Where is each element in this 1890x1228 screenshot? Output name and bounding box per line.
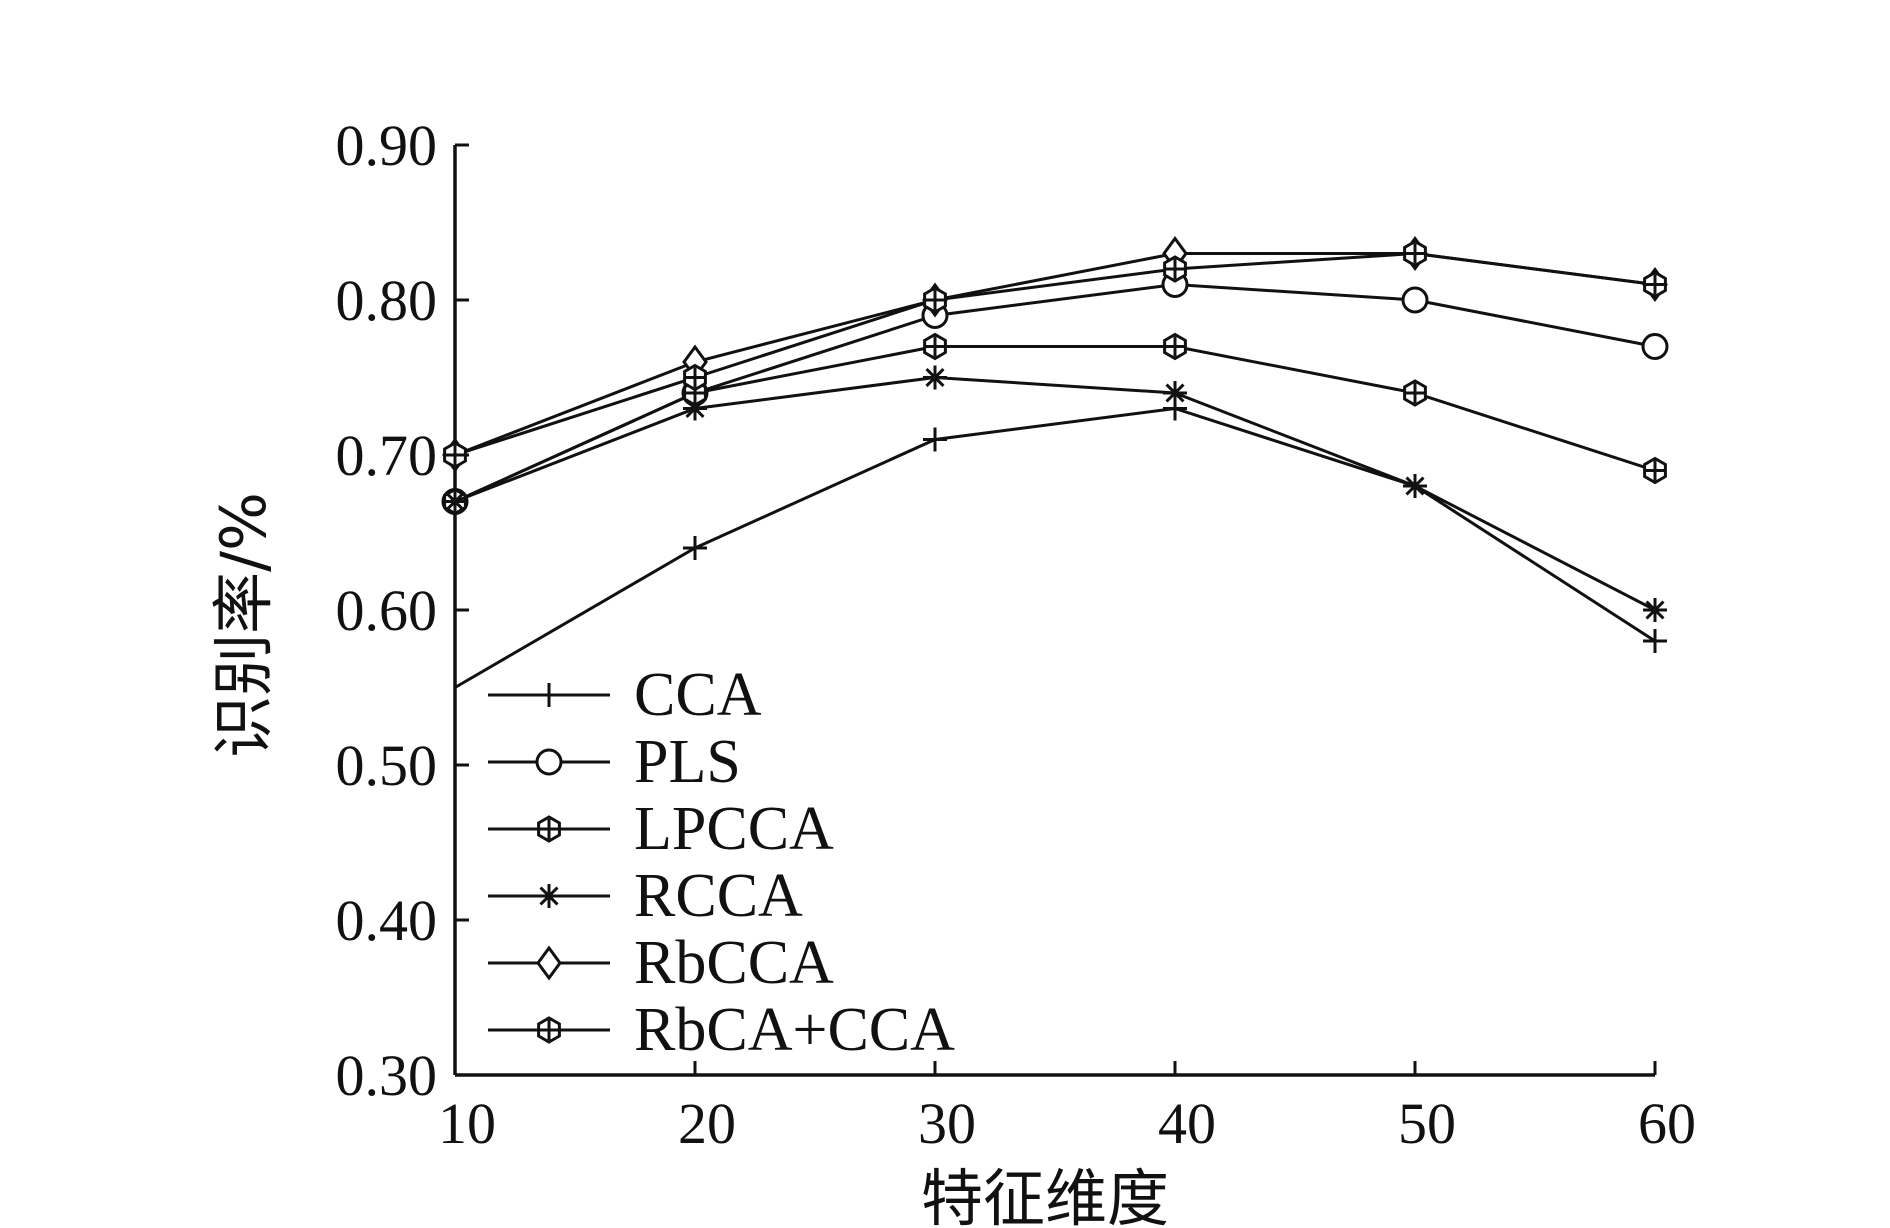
hexagon-plus-marker (923, 332, 947, 361)
x-tick-label: 30 (918, 1091, 976, 1156)
asterisk-marker (537, 884, 561, 908)
diamond-marker (536, 945, 562, 981)
y-tick-label: 0.90 (336, 113, 438, 178)
asterisk-marker-stroke (445, 491, 465, 512)
asterisk-marker (1643, 598, 1667, 622)
legend-item: RbCCA (488, 929, 834, 997)
y-tick-label: 0.30 (336, 1043, 438, 1108)
asterisk-marker (1163, 381, 1187, 405)
y-tick-label: 0.70 (336, 423, 438, 488)
legend-label: RCCA (634, 862, 803, 930)
legend-item: RCCA (488, 862, 803, 930)
hexagon-plus-marker (1403, 379, 1427, 407)
legend-label: PLS (634, 728, 741, 796)
series-rbca-cca (443, 239, 1667, 469)
hexagon-plus-marker (1403, 239, 1427, 268)
x-tick-label: 40 (1158, 1091, 1216, 1156)
hexagon-plus-marker (537, 815, 561, 843)
hexagon-plus-marker (443, 441, 467, 469)
circle-marker-shape (1641, 333, 1669, 360)
series-line (454, 345, 1656, 503)
plus-marker (1643, 629, 1667, 653)
legend-label: RbCCA (634, 929, 834, 997)
x-axis-title: 特征维度 (921, 1162, 1169, 1228)
asterisk-marker-stroke (1405, 476, 1425, 496)
y-axis-title: 识别率/% (207, 492, 280, 758)
x-tick-label: 60 (1638, 1091, 1696, 1156)
legend-label: LPCCA (634, 795, 834, 863)
legend-label: CCA (634, 661, 762, 729)
asterisk-marker (923, 365, 947, 390)
x-tick-label: 20 (678, 1091, 736, 1156)
hexagon-plus-marker (1643, 456, 1667, 485)
y-tick-label: 0.80 (336, 268, 438, 333)
hexagon-plus-marker (923, 286, 947, 314)
asterisk-marker-stroke (1165, 383, 1185, 403)
y-tick-label: 0.50 (336, 733, 438, 798)
legend-label: RbCA+CCA (634, 996, 955, 1064)
plus-marker (683, 536, 707, 560)
hexagon-plus-marker (537, 1016, 561, 1044)
legend-item: CCA (488, 661, 762, 729)
circle-marker (1641, 333, 1669, 360)
y-tick-label: 0.40 (336, 888, 438, 953)
series (441, 235, 1669, 689)
plus-marker (923, 427, 947, 452)
legend-item: RbCA+CCA (488, 996, 955, 1064)
series-line (454, 375, 1656, 612)
legend-item: PLS (488, 728, 741, 796)
asterisk-marker-stroke (1645, 600, 1665, 620)
circle-marker (535, 748, 563, 776)
x-tick-label: 10 (438, 1091, 496, 1156)
x-tick-label: 50 (1398, 1091, 1456, 1156)
asterisk-marker (683, 396, 707, 421)
series-pls (441, 271, 1669, 515)
series-line (454, 406, 1656, 689)
hexagon-plus-marker (683, 363, 707, 392)
asterisk-marker-stroke (925, 367, 945, 388)
series-line (454, 251, 1656, 457)
y-tick-label: 0.60 (336, 578, 438, 643)
diamond-marker-shape (536, 945, 562, 981)
asterisk-marker-stroke (539, 886, 559, 906)
hexagon-plus-marker (1643, 270, 1667, 299)
circle-marker (1401, 286, 1429, 314)
circle-marker-shape (535, 748, 563, 776)
legend-item: LPCCA (488, 795, 834, 863)
series-cca (454, 396, 1667, 689)
ticks: 0.30 0.40 0.50 0.60 0.70 0.80 0.90 10 20 30 40 50 60 (336, 113, 1697, 1156)
series-line (454, 282, 1656, 503)
asterisk-marker (443, 489, 467, 514)
asterisk-marker-stroke (685, 398, 705, 419)
plus-marker (537, 683, 561, 707)
hexagon-plus-marker (1163, 255, 1187, 283)
circle-marker-shape (1401, 286, 1429, 314)
hexagon-plus-marker (1163, 332, 1187, 361)
series-rcca (443, 365, 1667, 622)
asterisk-marker (1403, 474, 1427, 498)
